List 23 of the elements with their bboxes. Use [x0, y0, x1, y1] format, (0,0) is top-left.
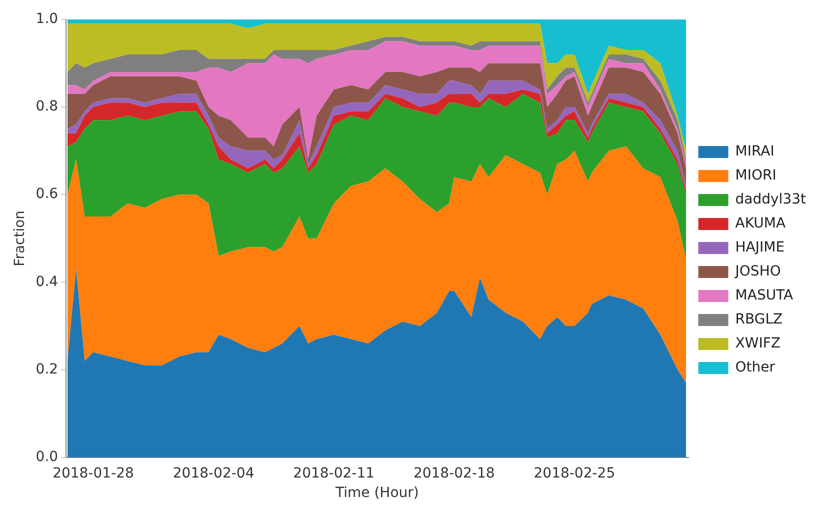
x-axis-title: Time (Hour)	[334, 485, 419, 502]
legend-label: XWIFZ	[735, 336, 780, 352]
legend-label: AKUMA	[735, 216, 786, 232]
legend-label: MASUTA	[735, 288, 794, 304]
legend-label: JOSHO	[734, 264, 781, 280]
legend-label: MIORI	[735, 168, 776, 184]
y-tick-label: 0.8	[36, 98, 58, 115]
x-tick-label: 2018-02-11	[293, 465, 375, 482]
legend-label: HAJIME	[735, 240, 785, 256]
x-tick-label: 2018-02-04	[172, 465, 254, 482]
legend-label: daddyl33t	[735, 192, 807, 208]
y-tick-label: 0.4	[36, 274, 58, 290]
y-tick-label: 1.0	[36, 11, 58, 28]
x-tick-label: 2018-02-25	[534, 465, 616, 482]
y-tick-label: 0.2	[36, 361, 58, 378]
legend-label: MIRAI	[735, 144, 774, 160]
x-tick-label: 2018-01-28	[52, 465, 134, 482]
y-tick-label: 0.0	[36, 449, 58, 466]
y-tick-label: 0.6	[36, 186, 58, 202]
y-axis-title: Fraction	[12, 210, 28, 266]
legend-label: Other	[735, 360, 776, 376]
legend-label: RBGLZ	[735, 312, 783, 328]
x-tick-label: 2018-02-18	[413, 465, 495, 482]
